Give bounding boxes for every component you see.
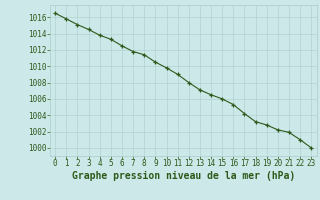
- X-axis label: Graphe pression niveau de la mer (hPa): Graphe pression niveau de la mer (hPa): [72, 171, 295, 181]
